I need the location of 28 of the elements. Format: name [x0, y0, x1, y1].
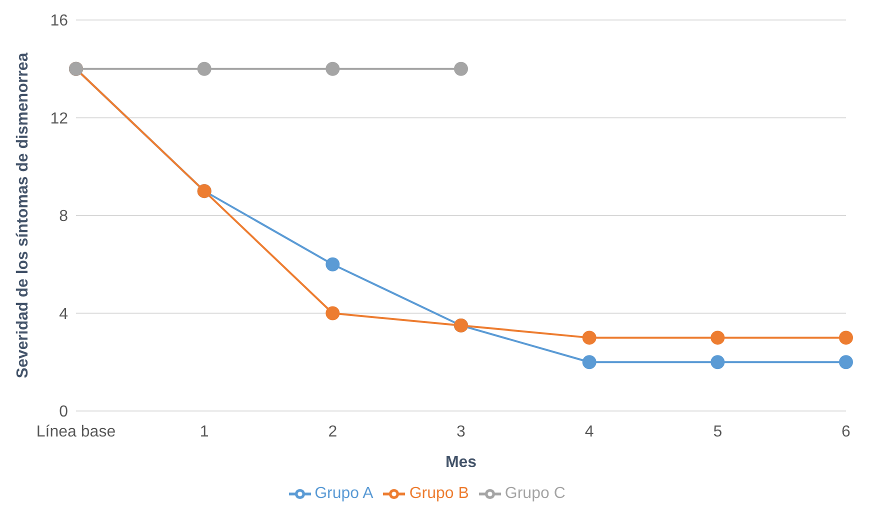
- y-tick-label: 0: [59, 404, 68, 421]
- y-tick-label: 12: [50, 110, 68, 128]
- point: [582, 355, 596, 370]
- x-tick-label: 4: [584, 423, 594, 440]
- x-tick-label: 6: [842, 423, 851, 440]
- point: [839, 355, 853, 370]
- legend-label: Grupo C: [504, 485, 566, 502]
- point: [710, 330, 725, 345]
- y-axis-title: Severidad de los síntomas de dismenorrea: [14, 52, 32, 378]
- point: [326, 257, 340, 272]
- point: [326, 306, 340, 320]
- point: [326, 62, 340, 76]
- x-axis-title: Mes: [445, 454, 477, 471]
- x-tick-label: 2: [328, 423, 338, 440]
- y-tick-label: 8: [59, 208, 68, 226]
- x-tick-label: 5: [713, 423, 722, 440]
- x-tick-label: Línea base: [36, 423, 116, 440]
- point: [582, 330, 596, 345]
- point: [197, 62, 212, 76]
- x-tick-label: 3: [456, 423, 466, 440]
- x-tick-label: 1: [200, 423, 209, 440]
- point: [710, 355, 725, 370]
- y-tick-label: 4: [59, 306, 68, 323]
- legend-label: Grupo B: [409, 485, 469, 502]
- y-tick-label: 16: [50, 12, 68, 30]
- point: [454, 62, 468, 76]
- legend-label: Grupo A: [314, 485, 374, 502]
- point: [839, 330, 853, 345]
